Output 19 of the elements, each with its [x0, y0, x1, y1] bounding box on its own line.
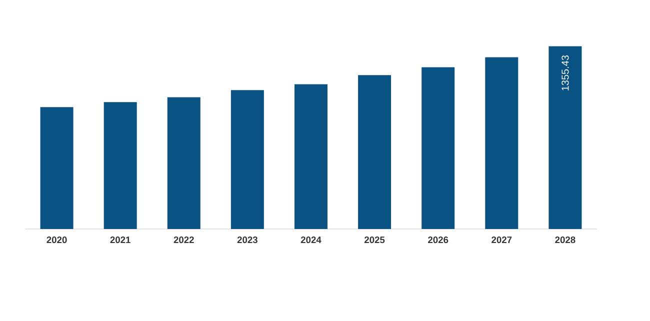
- data-label: 1355.43: [562, 55, 569, 90]
- x-tick-label: 2027: [492, 236, 512, 244]
- bar: [485, 57, 518, 229]
- x-tick-label: 2026: [428, 236, 448, 244]
- bar: [167, 97, 200, 229]
- x-tick-label: 2023: [237, 236, 258, 244]
- bar: [548, 46, 582, 229]
- x-tick-label: 2022: [174, 236, 194, 244]
- x-tick-label: 2028: [555, 236, 576, 244]
- x-tick-label: 2020: [46, 236, 67, 244]
- bar: [422, 67, 455, 229]
- bar: [104, 102, 137, 229]
- x-tick-label: 2024: [300, 236, 322, 244]
- x-tick-label: 2021: [110, 236, 130, 244]
- x-tick-label: 2025: [364, 236, 385, 244]
- bar: [358, 75, 392, 229]
- bar: [40, 107, 74, 229]
- bar: [294, 84, 328, 229]
- bar: [230, 90, 264, 229]
